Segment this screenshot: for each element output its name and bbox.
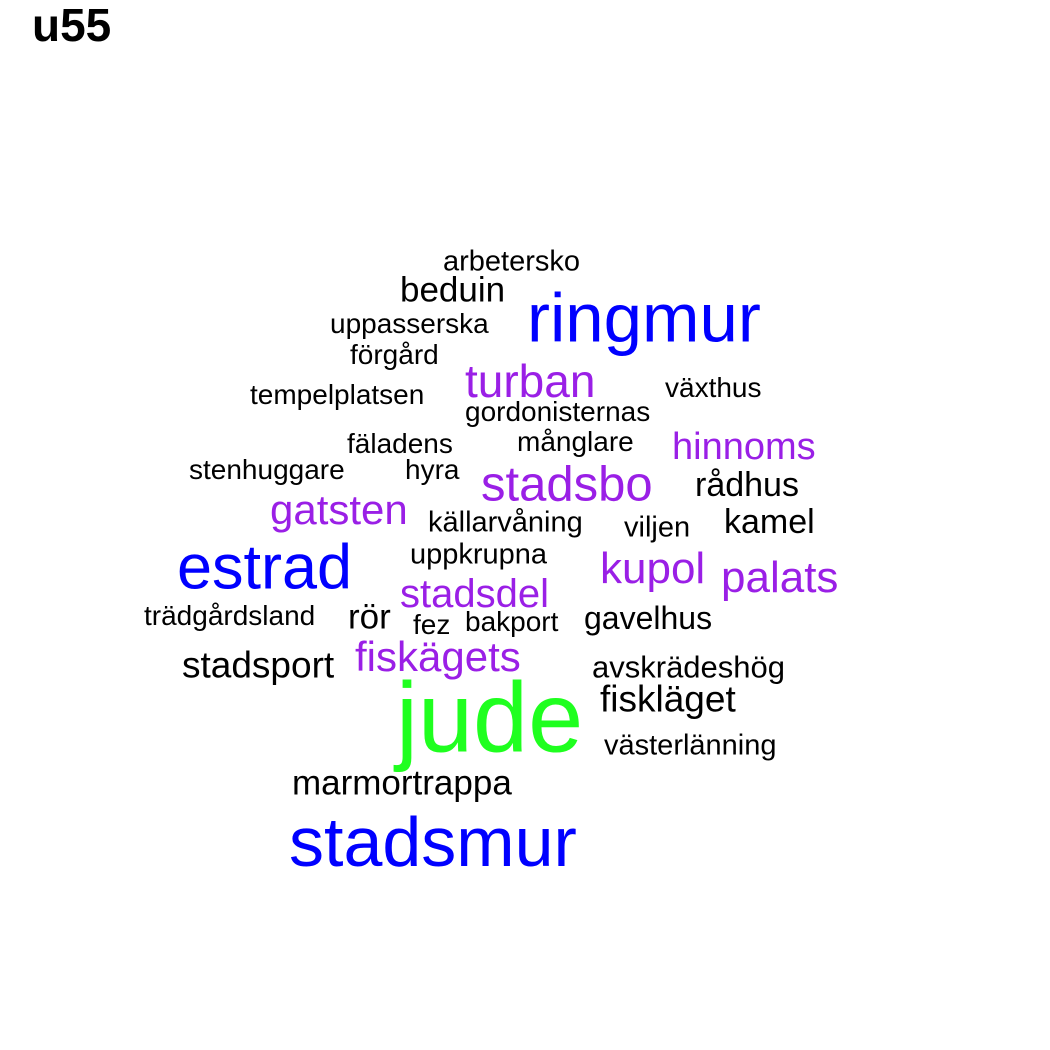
word-radhus: rådhus: [695, 466, 799, 504]
word-fez: fez: [413, 609, 451, 640]
word-jude: jude: [396, 661, 584, 773]
word-stadsbo: stadsbo: [481, 457, 653, 512]
word-viljen: viljen: [624, 511, 691, 544]
word-tradgardsland: trädgårdsland: [144, 600, 316, 631]
word-kamel: kamel: [724, 503, 815, 541]
word-vaxthus: växthus: [665, 372, 762, 403]
word-turban: turban: [465, 355, 596, 407]
word-uppkrupna: uppkrupna: [410, 538, 548, 571]
word-ror: rör: [348, 597, 391, 637]
word-beduin: beduin: [400, 270, 506, 310]
word-fiskagets: fiskägets: [355, 633, 521, 680]
word-kupol: kupol: [600, 544, 706, 593]
word-gatsten: gatsten: [270, 486, 408, 533]
word-hinnoms: hinnoms: [672, 426, 816, 468]
word-stadsmur: stadsmur: [289, 803, 577, 881]
word-vasterlanning: västerlänning: [604, 729, 777, 762]
word-bakport: bakport: [465, 606, 559, 637]
word-ringmur: ringmur: [527, 279, 761, 357]
word-stadsdel: stadsdel: [400, 572, 549, 616]
word-avskradeshog: avskrädeshög: [592, 649, 786, 685]
word-forgard: förgård: [350, 339, 439, 370]
word-arbetersko: arbetersko: [443, 245, 581, 278]
page-title: u55: [32, 0, 112, 51]
word-kallarvaning: källarvåning: [428, 506, 583, 539]
word-hyra: hyra: [405, 454, 460, 485]
word-stadsport: stadsport: [182, 644, 335, 686]
word-marmortrappa: marmortrappa: [292, 763, 512, 803]
word-manglare: månglare: [517, 426, 634, 457]
word-faladens: fäladens: [347, 428, 453, 459]
word-fiskläget: fiskläget: [600, 678, 736, 720]
word-tempelplatsen: tempelplatsen: [250, 379, 425, 410]
word-gavelhus: gavelhus: [584, 600, 713, 636]
word-uppasserska: uppasserska: [330, 308, 489, 339]
word-stenhuggare: stenhuggare: [189, 454, 345, 485]
word-palats: palats: [721, 553, 839, 602]
word-gordonisternas: gordonisternas: [465, 396, 651, 427]
word-estrad: estrad: [177, 532, 353, 603]
